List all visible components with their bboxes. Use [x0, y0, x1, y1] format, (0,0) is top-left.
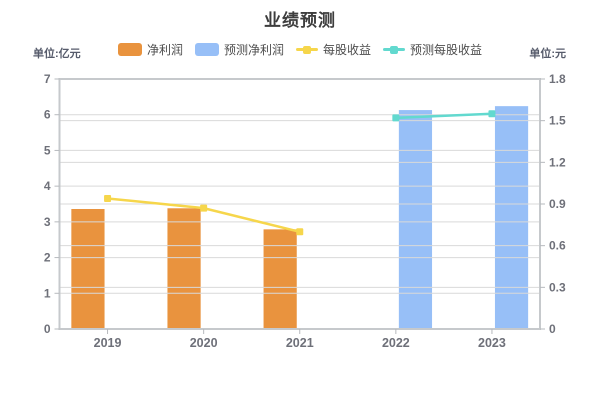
legend-item-3[interactable]: 预测每股收益 — [383, 41, 482, 58]
bar-2020-净利润[interactable] — [167, 208, 201, 329]
legend: 净利润 预测净利润 每股收益 预测每股收益 — [0, 41, 600, 58]
left-axis-unit-label: 单位:亿元 — [33, 48, 81, 60]
bar-2019-净利润[interactable] — [71, 209, 105, 329]
marker-2019-每股收益[interactable] — [104, 194, 112, 202]
legend-item-2[interactable]: 每股收益 — [296, 41, 371, 58]
marker-2021-每股收益[interactable] — [296, 228, 304, 236]
bar-2021-净利润[interactable] — [263, 229, 297, 329]
chart-title: 业绩预测 — [264, 11, 336, 30]
right-axis-unit-label: 单位:元 — [529, 48, 566, 60]
left-axis-label: 0 — [44, 322, 51, 336]
left-axis-label: 6 — [44, 108, 51, 122]
legend-line-swatch-icon — [296, 45, 318, 54]
legend-label: 预测每股收益 — [410, 43, 483, 57]
legend-line-swatch-icon — [383, 45, 406, 54]
line-每股收益 — [107, 197, 301, 233]
x-axis-label: 2020 — [190, 336, 218, 350]
left-axis-label: 4 — [44, 179, 51, 193]
right-axis-label: 0.6 — [549, 239, 566, 253]
right-axis-label: 1.5 — [549, 114, 566, 128]
right-axis-label: 0.3 — [549, 280, 566, 294]
bar-2023-预测净利润[interactable] — [494, 106, 529, 330]
legend-label: 预测净利润 — [223, 43, 284, 57]
legend-line-marker-icon — [303, 45, 311, 54]
legend-bar-swatch-icon — [117, 43, 142, 56]
x-axis-label: 2021 — [286, 336, 314, 350]
legend-line-marker-icon — [390, 45, 399, 54]
legend-item-1[interactable]: 预测净利润 — [194, 41, 284, 58]
marker-2022-预测每股收益[interactable] — [392, 114, 400, 122]
left-axis-label: 3 — [44, 215, 51, 229]
right-axis-label: 0 — [549, 322, 556, 336]
left-axis-label: 2 — [44, 251, 51, 265]
x-axis-label: 2022 — [382, 336, 410, 350]
legend-label: 每股收益 — [323, 43, 372, 57]
right-axis-label: 1.8 — [549, 72, 566, 86]
legend-bar-swatch-icon — [194, 43, 219, 56]
marker-2023-预测每股收益[interactable] — [488, 110, 496, 118]
left-axis-label: 7 — [44, 72, 51, 86]
x-axis-label: 2023 — [478, 336, 506, 350]
right-axis-label: 0.9 — [549, 197, 566, 211]
x-axis-label: 2019 — [94, 336, 122, 350]
left-axis-label: 1 — [44, 286, 51, 300]
line-预测每股收益 — [395, 112, 493, 120]
legend-label: 净利润 — [146, 43, 183, 57]
legend-item-0[interactable]: 净利润 — [117, 41, 183, 58]
right-axis-label: 1.2 — [549, 155, 566, 169]
marker-2020-每股收益[interactable] — [200, 204, 208, 212]
bar-2022-预测净利润[interactable] — [398, 110, 433, 329]
left-axis-label: 5 — [44, 143, 51, 157]
